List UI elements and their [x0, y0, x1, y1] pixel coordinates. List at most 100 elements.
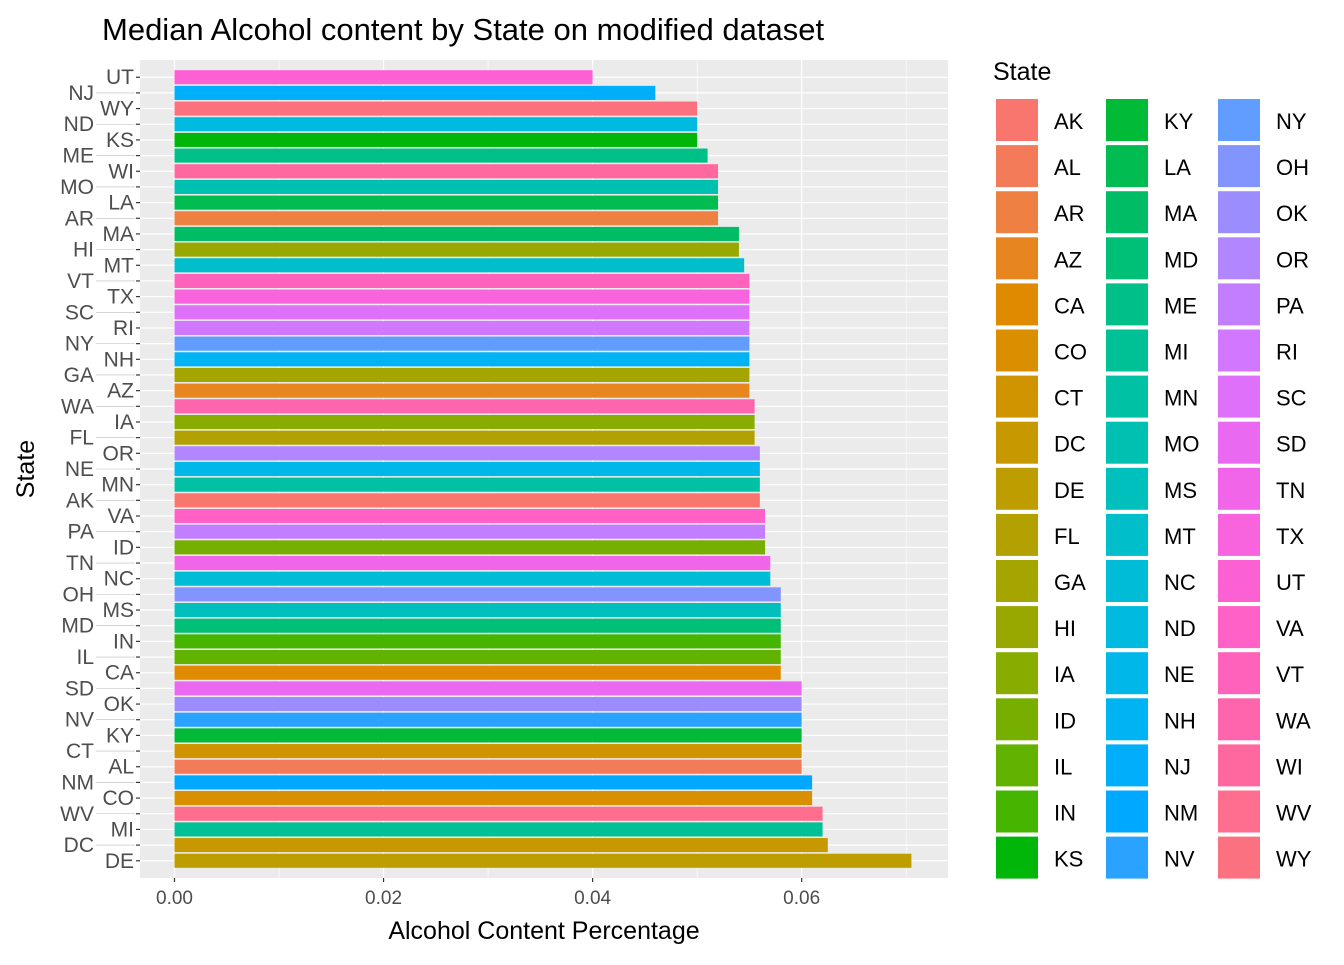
- bar-NC: [174, 571, 771, 586]
- bar-NH: [174, 352, 750, 367]
- y-tick-label: DE: [105, 850, 134, 873]
- legend-label: FL: [1054, 524, 1080, 549]
- legend-key: [994, 834, 1040, 881]
- y-tick-label: MI: [111, 818, 134, 841]
- y-tick-label: CA: [105, 662, 134, 685]
- legend-item-VT: VT: [1216, 650, 1304, 697]
- legend-label: DE: [1054, 478, 1085, 503]
- bar-WY: [174, 101, 698, 116]
- y-tick-label: WV: [60, 803, 94, 826]
- legend-key: [1216, 281, 1262, 328]
- legend-label: NV: [1164, 847, 1195, 872]
- legend-key: [1104, 373, 1150, 420]
- bar-RI: [174, 320, 750, 336]
- bar-KS: [174, 132, 698, 147]
- bar-ID: [174, 540, 766, 555]
- bar-FL: [174, 430, 755, 445]
- legend-key: [1104, 696, 1150, 743]
- legend-key: [994, 281, 1040, 328]
- legend-item-CA: CA: [994, 281, 1085, 328]
- y-tick-label: WY: [100, 98, 134, 121]
- bar-NV: [174, 712, 802, 727]
- y-tick-label: OH: [63, 583, 95, 606]
- legend-label: VT: [1276, 662, 1304, 687]
- legend-item-RI: RI: [1216, 327, 1298, 374]
- y-tick-label: KY: [106, 724, 134, 747]
- bar-ME: [174, 148, 708, 163]
- legend-label: ME: [1164, 293, 1197, 318]
- bar-TX: [174, 289, 750, 304]
- legend-key: [1216, 465, 1262, 512]
- legend-label: SD: [1276, 432, 1307, 457]
- legend-label: AL: [1054, 155, 1081, 180]
- legend-label: NM: [1164, 801, 1198, 826]
- y-tick-label: OR: [103, 442, 135, 465]
- bar-IN: [174, 634, 781, 649]
- legend-key: [1104, 465, 1150, 512]
- legend-key: [1104, 650, 1150, 697]
- y-tick-label: NH: [104, 348, 134, 371]
- legend-key: [994, 465, 1040, 512]
- legend-key: [994, 742, 1040, 789]
- y-tick-label: AK: [66, 489, 94, 512]
- bar-MA: [174, 226, 739, 241]
- bar-WV: [174, 806, 823, 821]
- legend-key: [1104, 604, 1150, 651]
- bar-AZ: [174, 383, 750, 398]
- legend-key: [1216, 511, 1262, 558]
- legend-label: CO: [1054, 340, 1087, 365]
- legend-item-TN: TN: [1216, 465, 1305, 512]
- legend-item-AZ: AZ: [994, 235, 1082, 282]
- legend-key: [994, 511, 1040, 558]
- y-tick-label: AZ: [107, 380, 134, 403]
- legend-label: OH: [1276, 155, 1309, 180]
- legend-item-IL: IL: [994, 742, 1072, 789]
- legend-key: [1216, 419, 1262, 466]
- legend-key: [994, 373, 1040, 420]
- bar-OH: [174, 587, 781, 602]
- bar-MS: [174, 602, 781, 618]
- legend-label: WV: [1276, 801, 1312, 826]
- bar-CT: [174, 744, 802, 759]
- legend-label: AK: [1054, 109, 1084, 134]
- y-tick-label: PA: [68, 521, 94, 544]
- legend-label: NJ: [1164, 754, 1191, 779]
- legend-item-MN: MN: [1104, 373, 1198, 420]
- bar-IA: [174, 414, 755, 430]
- y-tick-label: MA: [103, 223, 135, 246]
- legend-key: [1104, 281, 1150, 328]
- legend-key: [1104, 97, 1150, 143]
- y-tick-label: NC: [104, 568, 134, 591]
- legend-label: NH: [1164, 708, 1196, 733]
- legend-item-VA: VA: [1216, 604, 1304, 651]
- legend-key: [1216, 235, 1262, 282]
- y-axis-title: State: [12, 440, 40, 498]
- bar-AL: [174, 759, 802, 774]
- legend-item-OH: OH: [1216, 143, 1309, 190]
- legend-label: LA: [1164, 155, 1191, 180]
- legend-item-HI: HI: [994, 604, 1076, 651]
- legend-key: [994, 558, 1040, 604]
- legend-item-GA: GA: [994, 558, 1086, 604]
- y-tick-label: NM: [61, 771, 94, 794]
- bar-NE: [174, 461, 760, 477]
- legend-item-CT: CT: [994, 373, 1083, 420]
- bar-OK: [174, 697, 802, 712]
- bar-LA: [174, 195, 719, 210]
- legend-item-OK: OK: [1216, 189, 1308, 236]
- legend-item-FL: FL: [994, 511, 1080, 558]
- legend-label: MI: [1164, 340, 1188, 365]
- legend-item-IA: IA: [994, 650, 1075, 697]
- legend-key: [1216, 558, 1262, 604]
- y-tick-label: NE: [65, 458, 94, 481]
- y-tick-label: MN: [101, 474, 134, 497]
- bar-VA: [174, 508, 766, 524]
- legend-item-MD: MD: [1104, 235, 1198, 282]
- y-tick-label: FL: [69, 427, 94, 450]
- y-tick-label: CO: [103, 787, 135, 810]
- legend-label: ID: [1054, 708, 1076, 733]
- bar-HI: [174, 242, 739, 257]
- legend-label: NC: [1164, 570, 1196, 595]
- legend-label: UT: [1276, 570, 1305, 595]
- bar-DC: [174, 838, 828, 853]
